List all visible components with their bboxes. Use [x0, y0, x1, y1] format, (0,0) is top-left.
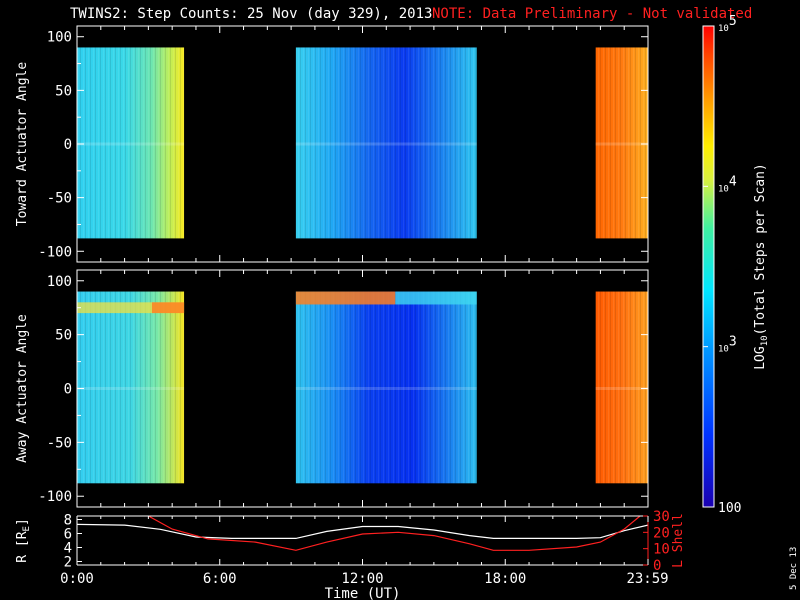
- zero-angle-band: [595, 142, 648, 146]
- y-tick-label: -100: [38, 244, 72, 260]
- data-segment-texture: [295, 291, 477, 484]
- colorbar-scale: [702, 25, 715, 508]
- y-axis-label: Toward Actuator Angle: [15, 62, 30, 227]
- y-tick-label: -50: [47, 191, 72, 207]
- x-tick-label: 0:00: [60, 571, 94, 587]
- chart-title-note: NOTE: Data Preliminary - Not validated: [432, 6, 753, 22]
- high-count-band: [395, 291, 477, 305]
- y-tick-label-left: 8: [64, 513, 72, 529]
- data-segment-texture: [77, 47, 185, 239]
- high-count-band: [151, 302, 185, 314]
- zero-angle-band: [295, 142, 477, 146]
- colorbar-tick-base: 100: [718, 501, 741, 516]
- y-tick-label-left: 4: [64, 541, 72, 557]
- colorbar-tick-base: 10: [718, 184, 729, 194]
- data-segment-texture: [295, 47, 477, 239]
- zero-angle-band: [77, 142, 185, 146]
- zero-angle-band: [595, 387, 648, 390]
- x-tick-label: 18:00: [484, 571, 526, 587]
- y-tick-label-right: 10: [653, 542, 670, 558]
- colorbar-tick-base: 10: [718, 24, 729, 34]
- data-segment-texture: [77, 291, 185, 484]
- chart-title-main: TWINS2: Step Counts: 25 Nov (day 329), 2…: [70, 6, 433, 22]
- l-shell-line: [148, 516, 642, 551]
- y-tick-label: 0: [64, 382, 72, 398]
- colorbar-label-post: (Total Steps per Scan): [753, 163, 768, 335]
- colorbar-tick-label: 105: [718, 14, 737, 34]
- colorbar-label-pre: LOG: [753, 346, 768, 370]
- data-segment-texture: [595, 291, 648, 484]
- x-tick-label: 12:00: [341, 571, 383, 587]
- x-tick-label: 6:00: [203, 571, 237, 587]
- y-axis-label-left: R [RE]: [15, 518, 32, 563]
- high-count-band: [77, 302, 185, 314]
- colorbar-tick-label: 104: [718, 174, 737, 194]
- chart-title: TWINS2: Step Counts: 25 Nov (day 329), 2…: [0, 6, 800, 26]
- y-tick-label: 100: [47, 274, 72, 290]
- zero-angle-band: [77, 387, 185, 390]
- y-tick-label: -50: [47, 435, 72, 451]
- y-tick-label-right: 20: [653, 525, 670, 541]
- colorbar-tick-exp: 5: [729, 14, 737, 29]
- y-axis-label-left-sub: E: [22, 526, 32, 531]
- away-heatmap-panel: 100 50 0 -50 -100 Away Actuator Angle: [15, 269, 649, 508]
- y-axis-label-right: L Shell: [671, 513, 686, 568]
- line-plot-background: [77, 516, 648, 565]
- high-count-band: [295, 291, 396, 305]
- y-tick-label-left: 6: [64, 527, 72, 543]
- y-tick-label: 0: [64, 137, 72, 153]
- y-tick-label: 100: [47, 30, 72, 46]
- data-segment-texture: [595, 47, 648, 239]
- y-axis-label-left-end: ]: [15, 518, 30, 526]
- y-tick-label: 50: [55, 83, 72, 99]
- colorbar-tick-exp: 3: [729, 335, 737, 350]
- y-axis-label-left-main: R [R: [15, 531, 30, 562]
- y-axis-label: Away Actuator Angle: [15, 314, 30, 463]
- zero-angle-band: [295, 387, 477, 390]
- date-stamp: 5 Dec 13: [789, 546, 799, 590]
- colorbar-label-sub: 10: [760, 335, 770, 346]
- y-tick-label-left: 2: [64, 555, 72, 571]
- y-tick-label-right: 30: [653, 509, 670, 525]
- colorbar-label: LOG10(Total Steps per Scan): [753, 163, 770, 370]
- y-tick-label-right: 0: [653, 558, 661, 574]
- x-axis-label: Time (UT): [325, 586, 401, 600]
- colorbar-tick-exp: 4: [729, 174, 737, 189]
- radius-line: [77, 523, 648, 540]
- y-tick-label: -100: [38, 489, 72, 505]
- y-tick-label: 50: [55, 328, 72, 344]
- toward-heatmap-panel: 100 50 0 -50 -100 Toward Actuator Angle: [15, 25, 649, 263]
- x-tick-label: 23:59: [626, 571, 668, 587]
- colorbar-tick-label: 100: [718, 501, 741, 516]
- colorbar-tick-base: 10: [718, 345, 729, 355]
- colorbar-tick-label: 103: [718, 335, 737, 355]
